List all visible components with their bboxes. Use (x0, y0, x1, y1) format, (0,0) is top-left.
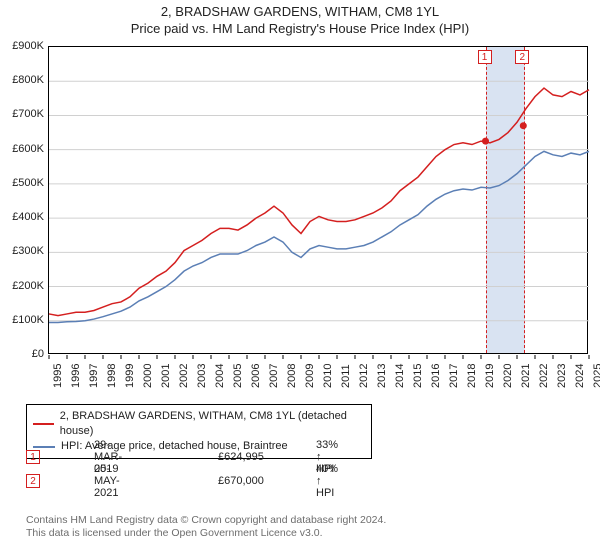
y-axis-label: £0 (4, 348, 44, 360)
y-axis-label: £700K (4, 108, 44, 120)
sale-marker-dot (482, 138, 489, 145)
series-price-paid (49, 88, 589, 316)
x-axis-label: 2015 (412, 364, 424, 388)
x-axis-label: 2000 (142, 364, 154, 388)
x-axis-label: 1997 (88, 364, 100, 388)
x-axis-label: 2022 (538, 364, 550, 388)
x-axis-label: 2009 (304, 364, 316, 388)
x-axis-label: 1995 (52, 364, 64, 388)
legend-swatch (33, 423, 54, 425)
footer: Contains HM Land Registry data © Crown c… (26, 514, 386, 540)
chart-container: { "header": { "title": "2, BRADSHAW GARD… (0, 0, 600, 560)
y-axis-label: £400K (4, 211, 44, 223)
sale-pct: 40% ↑ HPI (316, 463, 338, 499)
sale-marker-label: 1 (478, 50, 492, 64)
chart-title: 2, BRADSHAW GARDENS, WITHAM, CM8 1YL (0, 0, 600, 19)
y-axis-label: £800K (4, 74, 44, 86)
x-axis-label: 2024 (574, 364, 586, 388)
x-axis-label: 2002 (178, 364, 190, 388)
sale-row: 129-MAR-2019£624,99533% ↑ HPI (26, 450, 40, 464)
y-axis-label: £900K (4, 40, 44, 52)
x-axis-label: 2014 (394, 364, 406, 388)
x-axis-label: 2016 (430, 364, 442, 388)
sale-price: £624,995 (218, 451, 264, 463)
x-axis-label: 2023 (556, 364, 568, 388)
legend-row: 2, BRADSHAW GARDENS, WITHAM, CM8 1YL (de… (33, 409, 365, 439)
plot-svg (49, 47, 589, 355)
x-axis-label: 2010 (322, 364, 334, 388)
x-axis-label: 1998 (106, 364, 118, 388)
sale-price: £670,000 (218, 475, 264, 487)
x-axis-label: 2001 (160, 364, 172, 388)
x-axis-label: 2004 (214, 364, 226, 388)
sale-marker-dot (520, 122, 527, 129)
x-axis-label: 2005 (232, 364, 244, 388)
x-axis-label: 2006 (250, 364, 262, 388)
sale-row: 205-MAY-2021£670,00040% ↑ HPI (26, 474, 40, 488)
sale-row-marker: 1 (26, 450, 40, 464)
y-axis-label: £500K (4, 177, 44, 189)
legend-label: 2, BRADSHAW GARDENS, WITHAM, CM8 1YL (de… (60, 409, 365, 439)
x-axis-label: 1999 (124, 364, 136, 388)
x-axis-label: 2011 (340, 364, 352, 388)
sale-date: 05-MAY-2021 (94, 463, 120, 499)
sale-row-marker: 2 (26, 474, 40, 488)
chart-subtitle: Price paid vs. HM Land Registry's House … (0, 19, 600, 36)
x-axis-label: 2017 (448, 364, 460, 388)
x-axis-label: 2021 (520, 364, 532, 388)
sale-marker-label: 2 (515, 50, 529, 64)
x-axis-label: 2007 (268, 364, 280, 388)
plot-area (48, 46, 588, 354)
x-axis-label: 2025 (592, 364, 600, 388)
x-axis-label: 2019 (484, 364, 496, 388)
x-axis-label: 2012 (358, 364, 370, 388)
footer-copyright: Contains HM Land Registry data © Crown c… (26, 514, 386, 527)
x-axis-label: 2020 (502, 364, 514, 388)
legend-swatch (33, 446, 55, 448)
footer-license: This data is licensed under the Open Gov… (26, 527, 386, 540)
y-axis-label: £600K (4, 143, 44, 155)
y-axis-label: £300K (4, 245, 44, 257)
x-axis-label: 2013 (376, 364, 388, 388)
x-axis-label: 2008 (286, 364, 298, 388)
x-axis-label: 1996 (70, 364, 82, 388)
x-axis-label: 2018 (466, 364, 478, 388)
y-axis-label: £100K (4, 314, 44, 326)
x-axis-label: 2003 (196, 364, 208, 388)
y-axis-label: £200K (4, 280, 44, 292)
